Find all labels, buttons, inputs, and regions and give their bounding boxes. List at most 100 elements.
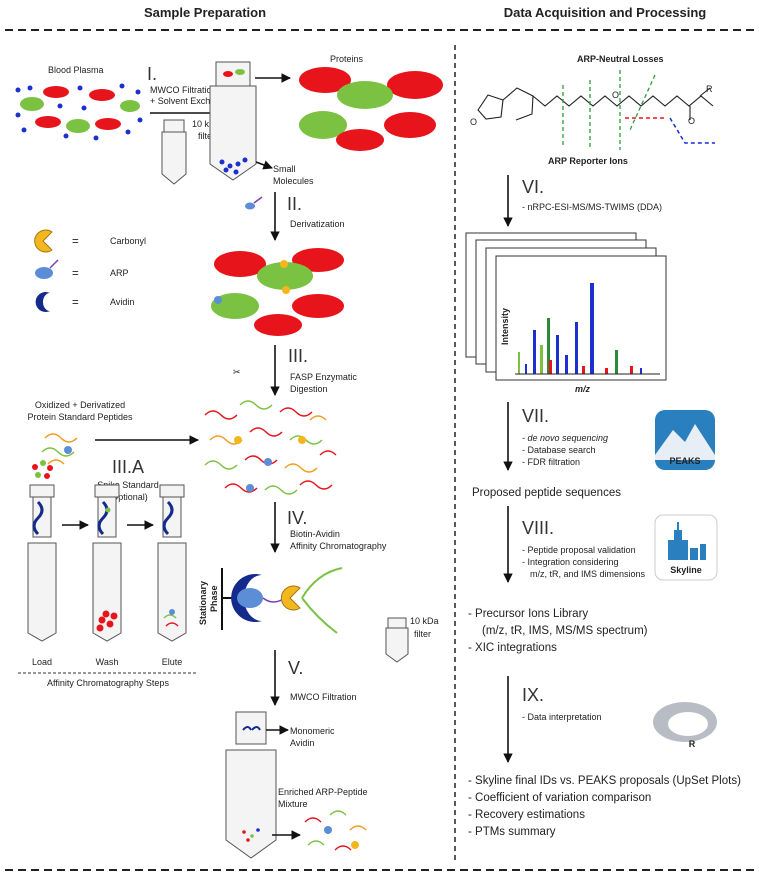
- step-3-shape: [234, 436, 242, 444]
- step-3-shape-shape: [204, 410, 238, 420]
- step-5-shape: [385, 627, 409, 663]
- step-1-shape: [242, 157, 248, 163]
- step-1-shape: [161, 131, 187, 185]
- step-9-label: IX.: [522, 685, 544, 705]
- step-3-shape-shape: [319, 450, 337, 456]
- step-5-shape: [235, 711, 267, 745]
- step-1-shape: [299, 67, 351, 93]
- affinity-steps-shape: [32, 496, 52, 538]
- step-1-label: MWCO Filtration: [150, 85, 217, 95]
- step-6-shape-shape: [525, 364, 527, 374]
- step-4-label: Affinity Chromatography: [290, 541, 387, 551]
- affinity-steps-shape: [169, 609, 175, 615]
- step-3a-label: Protein Standard Peptides: [27, 412, 133, 422]
- step-3a: Oxidized + Derivatized Protein Standard …: [27, 400, 199, 502]
- step-1-shape: [387, 71, 443, 99]
- step-7-label: Proposed peptide sequences: [472, 487, 621, 499]
- affinity-steps-shape: [32, 460, 53, 479]
- step-1-label: filter: [198, 131, 215, 141]
- step-6-label: - nRPC-ESI-MS/MS-TWIMS (DDA): [522, 202, 662, 212]
- step-6-shape-shape: [630, 366, 633, 374]
- step-3-shape: [204, 400, 337, 495]
- step-7-label: - de novo sequencing: [522, 433, 608, 443]
- blood-plasma-shape: [77, 85, 83, 91]
- step-9-label: - Data interpretation: [522, 712, 602, 722]
- arp-structure-label: ARP Reporter Ions: [548, 156, 628, 166]
- step-7-label: VII.: [522, 406, 549, 426]
- affinity-steps-shape: [162, 500, 174, 536]
- legend-shape: [49, 259, 59, 269]
- step-5-shape: [351, 841, 359, 849]
- affinity-steps-label: Load: [32, 657, 52, 667]
- step-6-shape: [515, 283, 660, 375]
- affinity-steps-shape-shape: [44, 473, 50, 479]
- step-6-label: m/z: [575, 384, 591, 394]
- step-5-label: Monomeric: [290, 726, 335, 736]
- step-3a-shape: [41, 433, 78, 465]
- step-3-label: Digestion: [290, 384, 328, 394]
- affinity-steps-shape: [94, 484, 120, 498]
- step-1-shape: [336, 129, 384, 151]
- step-5-shape-shape: [307, 840, 325, 846]
- arp-structure-label: O: [470, 117, 477, 127]
- step-6-shape-shape: [549, 360, 552, 374]
- blood-plasma-label: Blood Plasma: [48, 65, 104, 75]
- step-6-shape-shape: [582, 366, 585, 374]
- outputs-label: - Recovery estimations: [468, 809, 585, 821]
- arp-structure-shape-shape: [477, 94, 504, 120]
- arp-structure-shape-shape: [502, 87, 534, 121]
- step-3-shape-shape: [309, 415, 327, 421]
- affinity-steps-shape-shape: [47, 465, 53, 471]
- step-6-shape-shape: [547, 318, 550, 374]
- step-5-shape: [324, 826, 332, 834]
- step-8: VIII. - Peptide proposal validation - In…: [503, 506, 718, 583]
- affinity-steps-shape: [96, 610, 118, 632]
- step-3a-shape-shape: [47, 459, 65, 465]
- step-2: II. Derivatization: [211, 192, 345, 336]
- affinity-steps-shape: [27, 542, 57, 642]
- step-7-label: - Database search: [522, 445, 596, 455]
- step-3-shape-shape: [279, 407, 313, 417]
- step-6-shape-shape: [640, 368, 642, 374]
- step-5-shape-shape: [334, 845, 352, 851]
- step-4-label: IV.: [287, 508, 307, 528]
- step-5-shape-shape: [329, 810, 347, 816]
- affinity-steps-shape: [32, 500, 44, 536]
- step-4-shape: [237, 588, 263, 608]
- outputs: - Skyline final IDs vs. PEAKS proposals …: [468, 775, 741, 838]
- step-3-label: ✂: [233, 367, 241, 377]
- blood-plasma-shape: [95, 118, 121, 130]
- arp-structure: ARP-Neutral Losses O R O O ARP Reporter Ion…: [470, 54, 715, 166]
- step-1-shape: [223, 167, 229, 173]
- step-3a-label: III.A: [112, 457, 144, 477]
- affinity-steps-shape: [97, 500, 109, 536]
- blood-plasma-shape: [89, 89, 115, 101]
- step-4-shape: [280, 585, 301, 611]
- step-4-label: Stationary: [198, 581, 208, 625]
- legend-shape: [34, 229, 53, 253]
- step-6-shape-shape: [556, 335, 559, 374]
- step-2-shape: [292, 248, 344, 272]
- step-3a-shape-shape: [44, 433, 78, 443]
- affinity-steps-shape-shape: [163, 614, 177, 619]
- step-6-shape-shape: [605, 368, 608, 374]
- step-1-shape: [209, 85, 257, 181]
- step-3-shape-shape: [239, 400, 273, 410]
- step-3-shape-shape: [204, 460, 238, 470]
- blood-plasma-shape: [15, 87, 21, 93]
- step-2-label: Derivatization: [290, 219, 345, 229]
- step-6-shape-shape: [533, 330, 536, 374]
- step-1-label: + Solvent Exchange: [150, 96, 230, 106]
- arp-structure-shape-shape: [699, 87, 711, 97]
- step-3-shape-shape: [249, 427, 283, 437]
- step-1-shape: [299, 111, 347, 139]
- affinity-steps: Load Wash Elute Affinity Chromatography …: [18, 460, 198, 688]
- step-3-shape-shape: [224, 483, 258, 493]
- step-5-shape: [242, 726, 261, 731]
- step-3-label: FASP Enzymatic: [290, 372, 357, 382]
- step-5-shape-shape: [304, 817, 322, 823]
- step-5-shape-shape: [250, 834, 254, 838]
- step-7-label: - FDR filtration: [522, 457, 580, 467]
- step-6-shape-shape: [540, 345, 543, 374]
- step-4-shape: [231, 574, 262, 623]
